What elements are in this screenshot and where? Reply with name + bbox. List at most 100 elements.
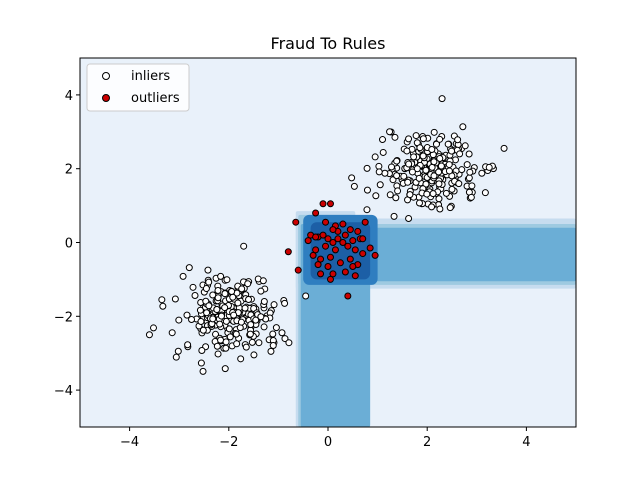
inlier-point: [302, 292, 310, 300]
inlier-point: [408, 168, 416, 176]
inlier-point: [188, 315, 196, 323]
inlier-point: [465, 150, 473, 158]
inlier-point: [394, 187, 402, 195]
inlier-point: [415, 174, 423, 182]
inlier-point: [217, 272, 225, 280]
inlier-point: [244, 280, 252, 288]
inlier-point: [465, 174, 473, 182]
inlier-point: [248, 338, 256, 346]
inlier-point: [174, 347, 182, 355]
inlier-point: [405, 214, 413, 222]
inlier-point: [217, 312, 225, 320]
legend-marker-inliers: [102, 72, 110, 80]
outlier-point: [339, 239, 347, 246]
inlier-point: [272, 324, 280, 332]
outlier-point: [292, 218, 300, 226]
inlier-point: [428, 203, 436, 211]
inlier-point: [461, 142, 469, 150]
outlier-point: [346, 226, 354, 234]
inlier-point: [381, 169, 389, 177]
inlier-point: [250, 351, 258, 359]
inlier-point: [442, 189, 450, 197]
inlier-point: [281, 299, 289, 307]
inlier-point: [376, 181, 384, 189]
inlier-point: [185, 264, 193, 272]
outlier-point: [341, 268, 349, 276]
inlier-point: [403, 147, 411, 155]
outlier-point: [339, 220, 347, 228]
outlier-point: [351, 246, 359, 254]
plot-area: [79, 57, 577, 428]
inlier-point: [455, 180, 463, 188]
inlier-point: [363, 164, 371, 172]
outlier-point: [322, 218, 330, 226]
outlier-point: [304, 237, 312, 245]
outlier-point: [309, 251, 317, 259]
inlier-point: [386, 128, 394, 136]
inlier-point: [372, 192, 380, 200]
outlier-point: [359, 235, 367, 243]
inlier-point: [458, 166, 466, 174]
inlier-point: [419, 152, 427, 160]
outlier-point: [326, 253, 334, 261]
inlier-point: [216, 320, 224, 328]
inlier-point: [257, 287, 265, 295]
outlier-point: [312, 246, 320, 254]
inlier-point: [191, 291, 199, 299]
outlier-point: [329, 270, 337, 278]
outlier-point: [294, 266, 302, 274]
inlier-point: [412, 132, 420, 140]
inlier-point: [423, 190, 431, 198]
inlier-point: [259, 277, 267, 285]
inlier-point: [390, 212, 398, 220]
inlier-point: [375, 168, 383, 176]
inlier-point: [246, 330, 254, 338]
legend-label-outliers: outliers: [131, 91, 180, 106]
inlier-point: [428, 145, 436, 153]
inlier-point: [379, 136, 387, 144]
inlier-point: [184, 341, 192, 349]
inlier-point: [202, 285, 210, 293]
inlier-point: [225, 325, 233, 333]
inlier-point: [257, 313, 265, 321]
inlier-point: [478, 169, 486, 177]
outlier-point: [341, 231, 349, 239]
x-tick-label: 4: [522, 435, 530, 450]
outlier-point: [359, 250, 367, 258]
outlier-point: [361, 218, 369, 226]
inlier-point: [278, 329, 286, 337]
inlier-point: [456, 150, 464, 158]
outlier-point: [329, 226, 337, 234]
inlier-point: [214, 350, 222, 358]
outlier-point: [314, 261, 322, 269]
inlier-point: [204, 266, 212, 274]
outlier-point: [334, 235, 342, 243]
inlier-point: [236, 324, 244, 332]
inlier-point: [445, 161, 453, 169]
inlier-point: [454, 136, 462, 144]
inlier-point: [466, 168, 474, 176]
inlier-point: [459, 123, 467, 131]
outlier-point: [322, 242, 330, 250]
inlier-point: [405, 160, 413, 168]
inlier-point: [205, 302, 213, 310]
outlier-point: [336, 259, 344, 267]
inlier-point: [214, 286, 222, 294]
outlier-point: [284, 248, 292, 256]
inlier-point: [245, 296, 253, 304]
inlier-point: [435, 180, 443, 188]
inlier-point: [205, 278, 213, 286]
inlier-point: [260, 323, 268, 331]
inlier-point: [222, 317, 230, 325]
y-tick-label: −2: [54, 310, 73, 325]
inlier-point: [392, 194, 400, 202]
outlier-point: [349, 237, 357, 245]
outlier-point: [319, 200, 327, 208]
inlier-point: [405, 135, 413, 143]
inlier-point: [233, 340, 241, 348]
outlier-point: [371, 251, 379, 259]
outlier-point: [344, 242, 352, 250]
inlier-point: [436, 135, 444, 143]
inlier-point: [229, 293, 237, 301]
inlier-point: [436, 154, 444, 162]
